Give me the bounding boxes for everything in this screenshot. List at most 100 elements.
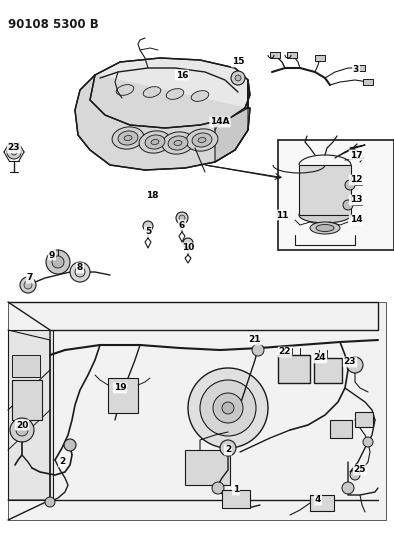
Text: 90108 5300 B: 90108 5300 B	[8, 18, 99, 31]
Ellipse shape	[116, 85, 134, 95]
Bar	[314, 358, 342, 383]
Text: 22: 22	[279, 348, 291, 357]
Polygon shape	[75, 75, 250, 170]
Ellipse shape	[118, 131, 138, 145]
Bar	[278, 355, 310, 383]
Circle shape	[235, 75, 241, 81]
Text: 9: 9	[49, 251, 55, 260]
Circle shape	[24, 281, 32, 289]
Ellipse shape	[198, 138, 206, 142]
Bar	[8, 302, 386, 520]
Text: 17: 17	[350, 150, 362, 159]
Bar	[315, 55, 325, 61]
Bar	[299, 165, 351, 215]
Text: 18: 18	[146, 190, 158, 199]
Circle shape	[347, 357, 363, 373]
Ellipse shape	[166, 88, 184, 99]
Text: 4: 4	[315, 496, 321, 505]
Bar	[12, 380, 42, 420]
Circle shape	[52, 256, 64, 268]
Circle shape	[222, 402, 234, 414]
Text: 16: 16	[176, 70, 188, 79]
Circle shape	[70, 262, 90, 282]
Ellipse shape	[143, 87, 161, 98]
Circle shape	[343, 200, 353, 210]
Ellipse shape	[174, 141, 182, 146]
Ellipse shape	[192, 133, 212, 147]
Text: 6: 6	[179, 221, 185, 230]
Bar	[287, 52, 297, 58]
Polygon shape	[215, 80, 248, 162]
Bar	[330, 420, 352, 438]
Circle shape	[212, 482, 224, 494]
Circle shape	[252, 344, 264, 356]
Circle shape	[45, 497, 55, 507]
Circle shape	[212, 118, 220, 126]
Text: 23: 23	[8, 143, 20, 152]
Ellipse shape	[145, 135, 165, 149]
Circle shape	[10, 418, 34, 442]
Ellipse shape	[316, 224, 334, 231]
Bar	[185, 450, 230, 485]
Circle shape	[7, 145, 21, 159]
Text: 7: 7	[27, 273, 33, 282]
Ellipse shape	[310, 222, 340, 234]
Circle shape	[46, 250, 70, 274]
Ellipse shape	[139, 131, 171, 153]
Text: 10: 10	[182, 244, 194, 253]
Bar	[355, 65, 365, 71]
Circle shape	[20, 277, 36, 293]
Circle shape	[188, 368, 268, 448]
Text: 20: 20	[16, 421, 28, 430]
Polygon shape	[90, 58, 250, 128]
Bar	[363, 79, 373, 85]
Ellipse shape	[112, 127, 144, 149]
Bar	[355, 412, 373, 427]
Ellipse shape	[162, 132, 194, 154]
Circle shape	[345, 180, 355, 190]
Bar	[222, 490, 250, 508]
Bar	[8, 330, 53, 500]
Circle shape	[179, 215, 185, 221]
Text: 14A: 14A	[210, 117, 230, 126]
Text: 11: 11	[276, 211, 288, 220]
Text: 25: 25	[354, 465, 366, 474]
Circle shape	[350, 470, 360, 480]
Text: 15: 15	[232, 58, 244, 67]
Text: 21: 21	[249, 335, 261, 344]
Bar	[108, 378, 138, 413]
Text: 19: 19	[114, 384, 126, 392]
Circle shape	[200, 380, 256, 436]
Circle shape	[363, 437, 373, 447]
Circle shape	[231, 71, 245, 85]
Circle shape	[176, 212, 188, 224]
Text: 1: 1	[233, 486, 239, 495]
Ellipse shape	[124, 135, 132, 141]
Circle shape	[64, 439, 76, 451]
Text: 2: 2	[59, 457, 65, 466]
Circle shape	[11, 149, 17, 155]
Circle shape	[342, 482, 354, 494]
Text: 5: 5	[145, 228, 151, 237]
Ellipse shape	[299, 207, 351, 223]
Ellipse shape	[191, 91, 209, 101]
Ellipse shape	[186, 129, 218, 151]
Circle shape	[16, 424, 28, 436]
Text: 8: 8	[77, 263, 83, 272]
Circle shape	[213, 393, 243, 423]
Bar	[310, 495, 334, 511]
Text: 3: 3	[353, 66, 359, 75]
Text: 23: 23	[344, 358, 356, 367]
Circle shape	[183, 238, 193, 248]
Bar	[270, 52, 280, 58]
Bar	[278, 140, 394, 250]
Bar	[12, 355, 40, 377]
Text: 14: 14	[350, 215, 362, 224]
Circle shape	[75, 267, 85, 277]
Text: 24: 24	[314, 353, 326, 362]
Circle shape	[143, 221, 153, 231]
Ellipse shape	[151, 140, 159, 144]
Text: 2: 2	[225, 446, 231, 455]
Ellipse shape	[168, 136, 188, 150]
Text: 13: 13	[350, 196, 362, 205]
